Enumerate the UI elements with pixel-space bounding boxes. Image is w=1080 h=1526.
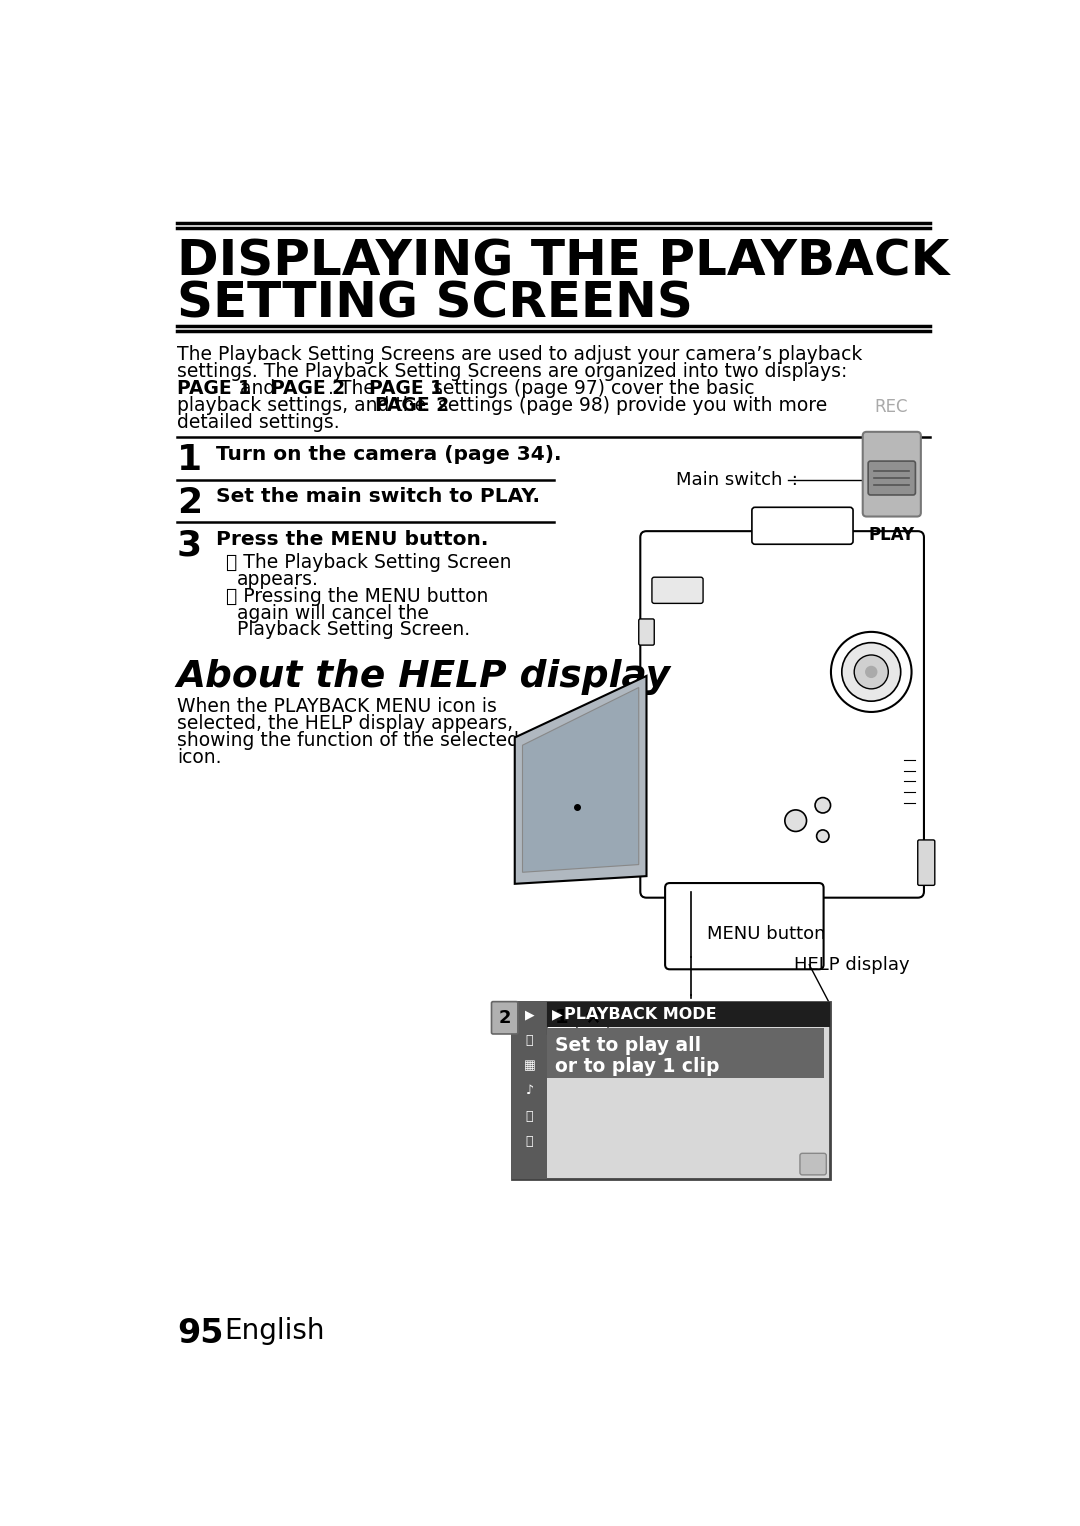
FancyBboxPatch shape (918, 839, 935, 885)
Text: 3: 3 (177, 528, 202, 562)
Polygon shape (523, 688, 638, 873)
Text: :: : (786, 470, 798, 488)
FancyBboxPatch shape (640, 531, 924, 897)
Polygon shape (548, 1045, 558, 1061)
Text: . The: . The (328, 378, 381, 398)
Text: English: English (225, 1317, 325, 1344)
Text: Playback Setting Screen.: Playback Setting Screen. (238, 621, 471, 639)
FancyBboxPatch shape (863, 432, 921, 516)
Text: Main switch: Main switch (676, 470, 782, 488)
Text: ▦: ▦ (524, 1059, 536, 1073)
Bar (548, 1029, 824, 1077)
Text: Set to play all: Set to play all (555, 1036, 701, 1054)
Circle shape (841, 642, 901, 700)
Circle shape (815, 798, 831, 813)
Text: 95: 95 (177, 1317, 224, 1349)
Text: detailed settings.: detailed settings. (177, 412, 339, 432)
Text: settings (page 97) cover the basic: settings (page 97) cover the basic (427, 378, 754, 398)
FancyBboxPatch shape (491, 1001, 517, 1035)
Text: and: and (234, 378, 282, 398)
Text: selected, the HELP display appears,: selected, the HELP display appears, (177, 714, 513, 734)
Text: 🎥: 🎥 (526, 1033, 534, 1047)
Text: settings. The Playback Setting Screens are organized into two displays:: settings. The Playback Setting Screens a… (177, 362, 847, 382)
FancyBboxPatch shape (868, 461, 916, 494)
Text: 1: 1 (177, 444, 202, 478)
Text: About the HELP display: About the HELP display (177, 659, 671, 694)
Text: 🗑: 🗑 (526, 1135, 534, 1148)
Text: 2: 2 (499, 1009, 511, 1027)
Circle shape (785, 810, 807, 832)
Text: The Playback Setting Screens are used to adjust your camera’s playback: The Playback Setting Screens are used to… (177, 345, 862, 363)
Circle shape (854, 655, 888, 688)
Text: PAGE 2: PAGE 2 (271, 378, 345, 398)
Text: MENU button: MENU button (707, 925, 825, 943)
Text: PAGE 2: PAGE 2 (375, 395, 448, 415)
Text: playback settings, and the: playback settings, and the (177, 395, 432, 415)
Text: DISPLAYING THE PLAYBACK: DISPLAYING THE PLAYBACK (177, 237, 949, 285)
Bar (548, 1001, 831, 1027)
Text: HELP display: HELP display (794, 955, 909, 974)
Text: 📷: 📷 (526, 1109, 534, 1123)
Text: PLAYBACK MODE: PLAYBACK MODE (565, 1007, 717, 1022)
Bar (548, 1001, 577, 1035)
FancyBboxPatch shape (638, 620, 654, 645)
Text: ・ Pressing the MENU button: ・ Pressing the MENU button (227, 586, 489, 606)
Polygon shape (515, 676, 647, 884)
Circle shape (831, 632, 912, 713)
Text: ⚒: ⚒ (584, 1009, 600, 1027)
Text: REC: REC (875, 398, 908, 417)
Text: ・ The Playback Setting Screen: ・ The Playback Setting Screen (227, 552, 512, 572)
Text: again will cancel the: again will cancel the (238, 604, 429, 623)
Text: SETTING SCREENS: SETTING SCREENS (177, 279, 692, 328)
Bar (512, 1001, 548, 1178)
Text: settings (page 98) provide you with more: settings (page 98) provide you with more (432, 395, 827, 415)
FancyBboxPatch shape (752, 507, 853, 545)
Circle shape (816, 830, 829, 842)
Text: ♪: ♪ (526, 1085, 534, 1097)
Text: or to play 1 clip: or to play 1 clip (555, 1058, 719, 1076)
Text: Press the MENU button.: Press the MENU button. (216, 530, 489, 549)
Text: ▶: ▶ (525, 1009, 535, 1021)
Text: Set the main switch to PLAY.: Set the main switch to PLAY. (216, 487, 540, 507)
Text: 1: 1 (555, 1009, 569, 1027)
FancyBboxPatch shape (665, 884, 824, 969)
FancyBboxPatch shape (800, 1154, 826, 1175)
Circle shape (865, 665, 877, 678)
Text: icon.: icon. (177, 748, 221, 768)
Text: PAGE 1: PAGE 1 (369, 378, 443, 398)
Text: PLAY: PLAY (868, 526, 915, 543)
Text: appears.: appears. (238, 569, 320, 589)
FancyBboxPatch shape (652, 577, 703, 603)
Bar (577, 1001, 608, 1035)
Text: ▶: ▶ (552, 1007, 563, 1022)
Text: 2: 2 (177, 485, 202, 520)
Text: Turn on the camera (page 34).: Turn on the camera (page 34). (216, 446, 562, 464)
Text: PAGE 1: PAGE 1 (177, 378, 251, 398)
Text: When the PLAYBACK MENU icon is: When the PLAYBACK MENU icon is (177, 697, 497, 717)
Bar (512, 1001, 831, 1178)
Text: showing the function of the selected: showing the function of the selected (177, 731, 518, 751)
